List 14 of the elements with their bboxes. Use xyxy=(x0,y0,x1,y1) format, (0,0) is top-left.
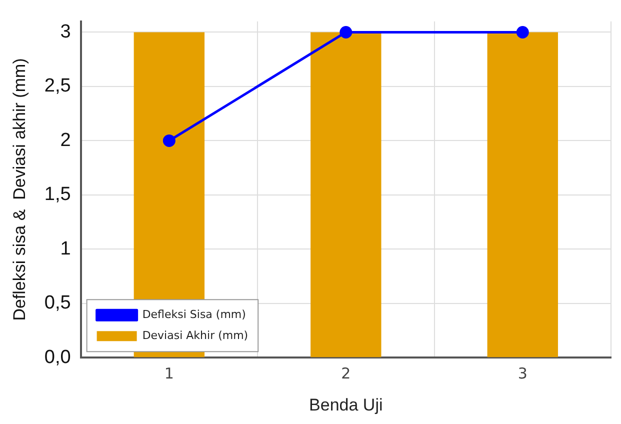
y-tick-label: 1,5 xyxy=(44,184,71,206)
x-tick-label: 3 xyxy=(518,364,528,382)
x-axis-title: Benda Uji xyxy=(309,395,383,414)
y-tick-label: 2 xyxy=(60,130,71,151)
y-tick-label: 2,5 xyxy=(44,76,71,97)
legend-label: Deviasi Akhir (mm) xyxy=(142,328,248,342)
x-tick-label: 2 xyxy=(341,364,351,382)
legend-label: Defleksi Sisa (mm) xyxy=(142,308,246,321)
y-tick-label: 1 xyxy=(60,238,71,260)
y-axis-title: Defleksi sisa & Deviasi akhir (mm) xyxy=(10,58,29,321)
y-tick-label: 0,0 xyxy=(44,346,71,368)
y-tick-label: 3 xyxy=(60,21,71,42)
y-tick-label: 0,5 xyxy=(44,292,71,314)
x-tick-label: 1 xyxy=(164,364,174,382)
